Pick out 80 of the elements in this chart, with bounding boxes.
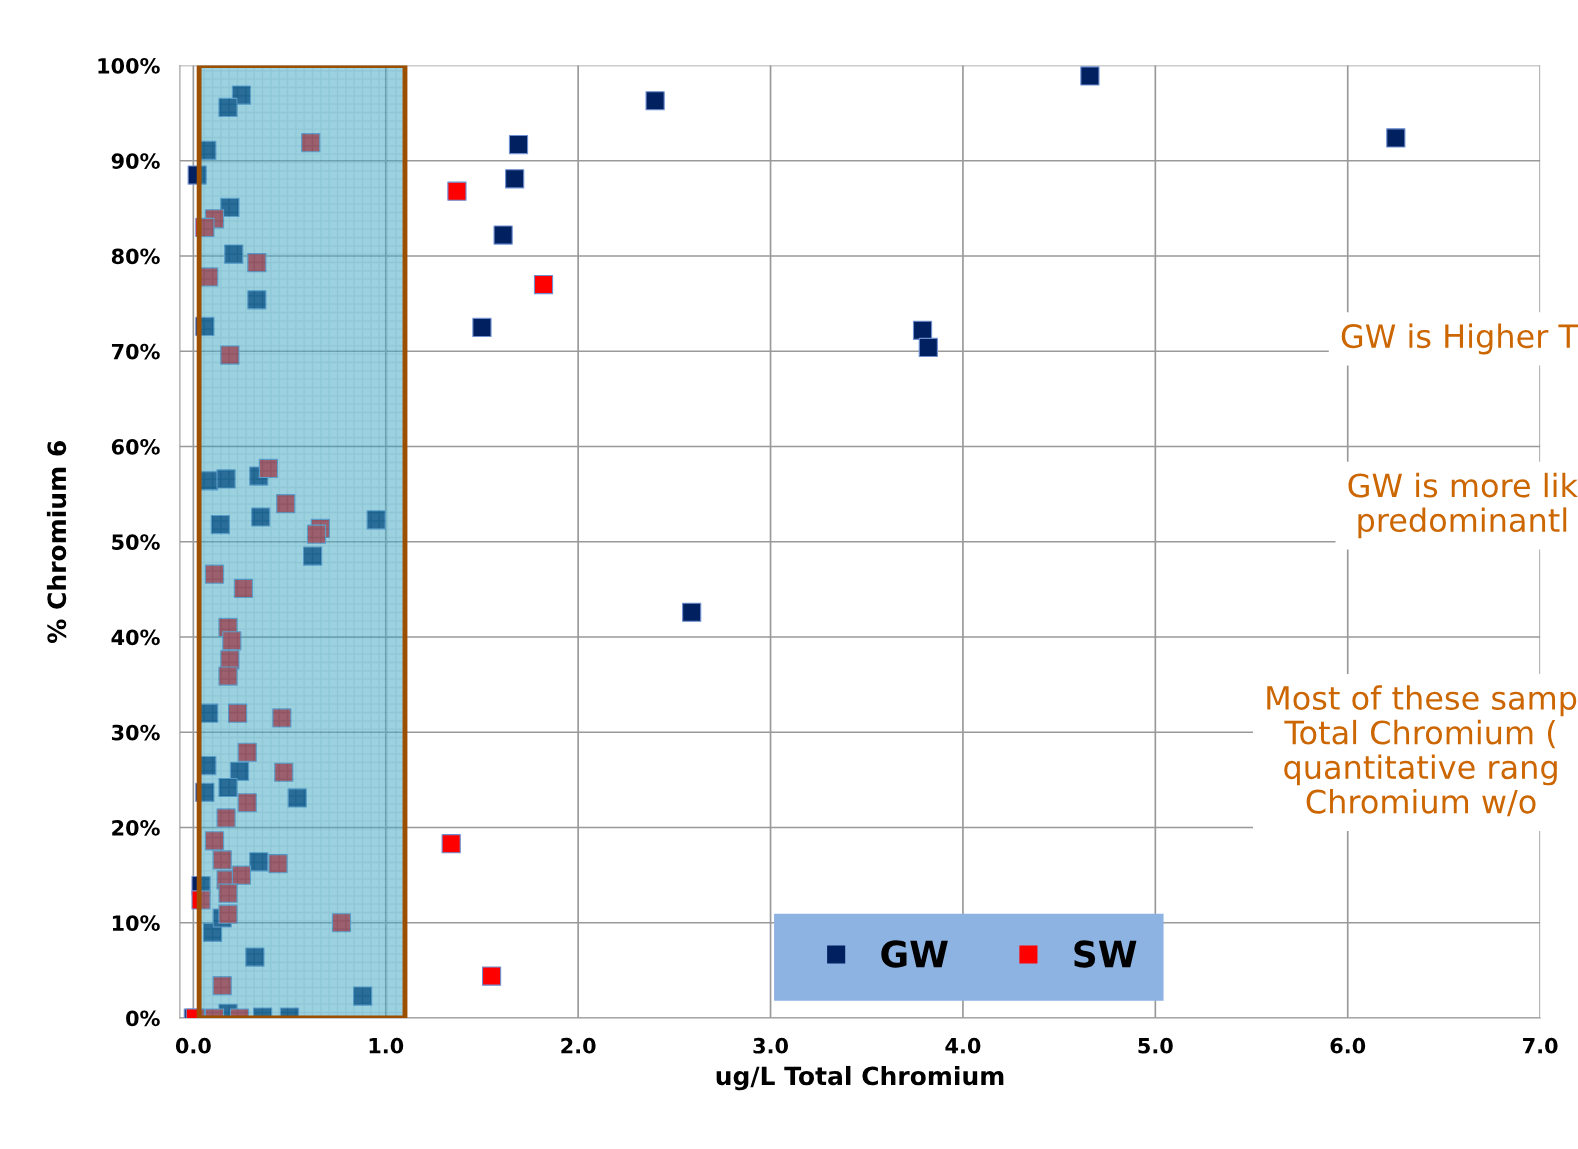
x-tick-label: 2.0 — [561, 1037, 596, 1054]
point — [268, 854, 288, 874]
point — [218, 904, 238, 924]
point — [1386, 128, 1406, 148]
point — [216, 469, 236, 489]
point — [481, 966, 502, 986]
y-tick-label: 60% — [111, 438, 160, 455]
y-axis-title: % Chromium 6 — [46, 441, 67, 643]
point — [233, 578, 253, 599]
x-tick-label: 6.0 — [1330, 1037, 1366, 1054]
point — [493, 225, 513, 245]
x-tick-label: 5.0 — [1138, 1037, 1173, 1054]
point — [472, 317, 492, 338]
point — [218, 777, 238, 798]
point — [441, 834, 461, 854]
point — [216, 808, 236, 828]
x-tick-label: 3.0 — [753, 1037, 788, 1054]
point — [258, 458, 279, 479]
point — [918, 337, 938, 358]
legend-label: GW — [881, 940, 948, 968]
point — [229, 761, 250, 781]
point — [218, 666, 238, 686]
point — [301, 133, 321, 153]
point — [237, 793, 257, 813]
point — [224, 244, 244, 264]
point — [912, 320, 933, 340]
y-tick-label: 20% — [112, 819, 160, 836]
point — [210, 514, 230, 535]
y-tick-label: 80% — [111, 248, 160, 265]
point — [220, 197, 240, 218]
point — [231, 865, 252, 885]
y-tick-label: 50% — [112, 534, 160, 550]
x-tick-label: 0.0 — [175, 1037, 211, 1054]
y-tick-label: 40% — [111, 629, 160, 646]
point — [306, 524, 327, 544]
point — [272, 708, 292, 728]
point — [276, 494, 296, 514]
legend-label: SW — [1074, 940, 1137, 968]
point — [237, 742, 257, 762]
point — [1080, 66, 1100, 86]
point — [222, 631, 242, 651]
point — [228, 703, 248, 723]
y-tick-label: 10% — [112, 915, 160, 931]
point — [533, 274, 554, 295]
point — [204, 564, 225, 584]
annotation: Most of these samp Total Chromium ( quantitative rang Chromium w/o — [1267, 685, 1577, 817]
x-axis-title: ug/L Total Chromium — [716, 1065, 1004, 1091]
y-tick-label: 70% — [111, 343, 160, 360]
point — [251, 507, 271, 527]
point — [353, 986, 373, 1006]
y-tick-label: 100% — [98, 57, 160, 74]
point — [447, 181, 467, 201]
point — [331, 913, 352, 933]
point — [508, 134, 529, 155]
point — [245, 947, 265, 967]
point — [204, 831, 225, 851]
point — [212, 850, 232, 870]
annotation: GW is Higher T — [1341, 323, 1578, 355]
point — [231, 85, 252, 105]
point — [220, 345, 240, 365]
point — [212, 976, 232, 996]
point — [249, 852, 269, 872]
x-tick-label: 1.0 — [369, 1037, 404, 1054]
point — [247, 253, 267, 273]
y-tick-label: 0% — [126, 1010, 160, 1027]
point — [366, 510, 386, 530]
point — [303, 546, 323, 566]
point — [645, 91, 665, 111]
x-tick-label: 7.0 — [1523, 1037, 1558, 1054]
point — [505, 169, 525, 189]
point — [218, 883, 238, 903]
point — [274, 762, 294, 782]
y-tick-label: 90% — [111, 153, 160, 169]
point — [247, 290, 267, 310]
point — [682, 602, 702, 622]
x-tick-label: 4.0 — [945, 1037, 981, 1054]
y-tick-label: 30% — [111, 724, 160, 741]
annotation: GW is more lik predominantl — [1348, 472, 1578, 539]
point — [218, 97, 238, 118]
point — [287, 788, 307, 808]
